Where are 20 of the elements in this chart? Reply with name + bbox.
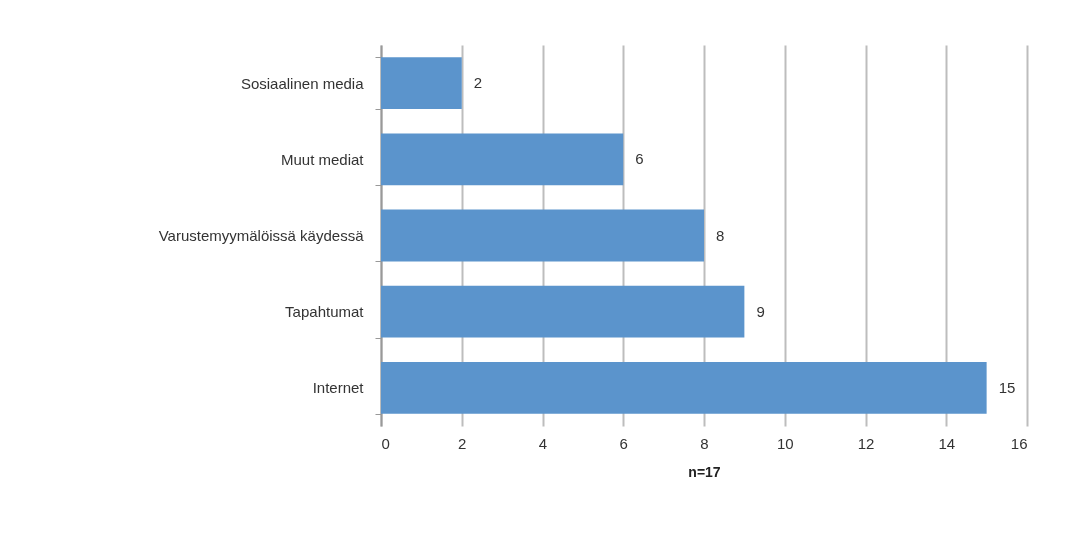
x-tick-label: 4 xyxy=(538,434,548,452)
x-tick-label: 6 xyxy=(619,434,628,452)
x-tick-label: 8 xyxy=(700,434,709,452)
data-label: 15 xyxy=(998,378,1016,396)
y-tick-label: Varustemyymälöissä käydessä xyxy=(158,227,365,244)
y-tick-label: Muut mediat xyxy=(280,150,365,168)
y-tick-label: Tapahtumat xyxy=(285,303,365,321)
x-tick-label: 14 xyxy=(938,434,956,452)
x-tick-label: 16 xyxy=(1010,434,1028,452)
y-tick-label: Internet xyxy=(312,379,365,397)
data-label: 2 xyxy=(473,74,483,92)
data-label: 8 xyxy=(716,226,725,244)
x-tick-label: 12 xyxy=(857,434,875,452)
x-tick-label: 10 xyxy=(776,434,794,452)
x-tick-label: 0 xyxy=(381,434,390,452)
data-label: 9 xyxy=(756,302,765,320)
x-axis-title: n=17 xyxy=(688,463,721,480)
y-tick-label: Sosiaalinen media xyxy=(240,74,365,92)
data-label: 6 xyxy=(635,150,644,168)
x-tick-label: 2 xyxy=(458,434,467,452)
